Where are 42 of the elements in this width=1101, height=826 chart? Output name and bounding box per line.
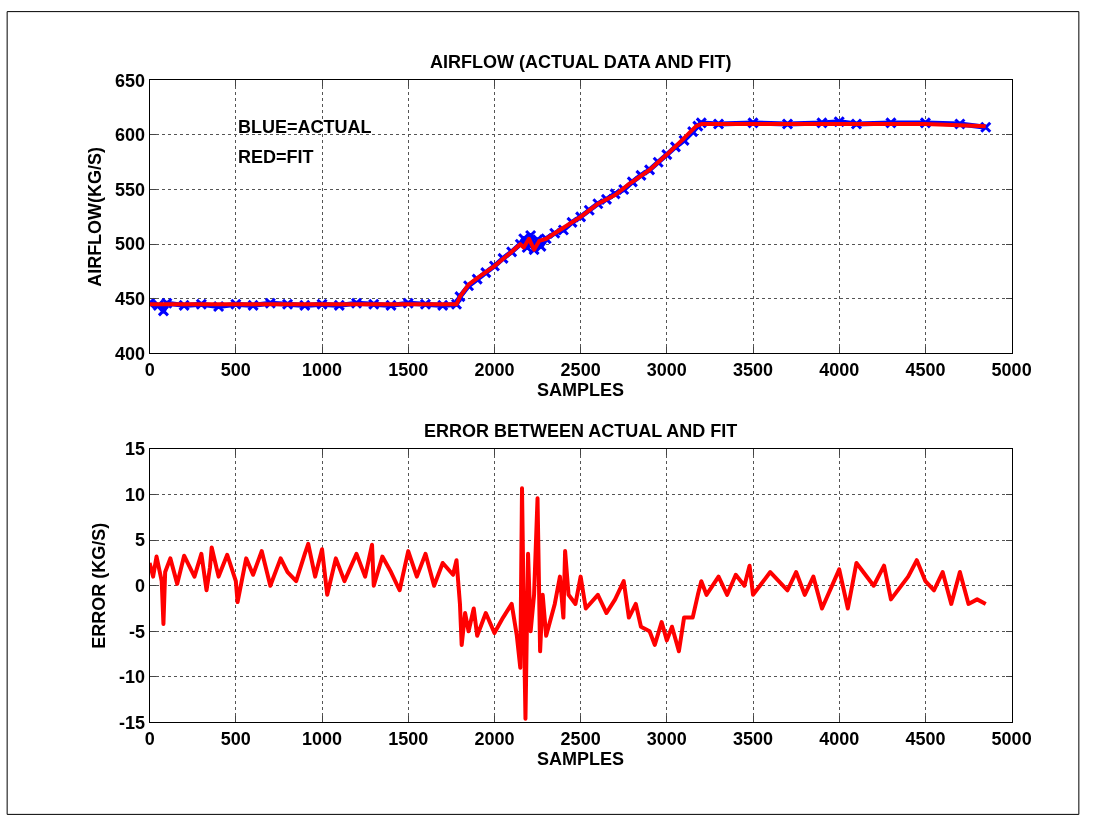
annotation: RED=FIT	[238, 147, 314, 167]
x-tick-label: 500	[220, 360, 251, 381]
x-tick-label: 2000	[474, 360, 515, 381]
y-tick-label: 400	[114, 343, 146, 364]
y-tick-label: -5	[129, 621, 146, 642]
x-tick-label: 2000	[474, 728, 515, 749]
y-tick-label: 5	[135, 530, 146, 551]
x-tick-label: 4000	[819, 728, 860, 749]
x-tick-label: 3000	[646, 728, 687, 749]
x-tick-label: 3500	[733, 728, 774, 749]
y-tick-label: -10	[119, 667, 146, 688]
line-series	[149, 486, 988, 721]
y-tick-label: 600	[114, 125, 146, 146]
annotation: BLUE=ACTUAL	[238, 117, 372, 137]
y-tick-label: 0	[135, 576, 146, 597]
x-tick-label: 3500	[733, 360, 774, 381]
chart-title: AIRFLOW (ACTUAL DATA AND FIT)	[430, 52, 732, 72]
y-axis-title: ERROR (KG/S)	[89, 522, 110, 649]
x-tick-label: 2500	[560, 360, 601, 381]
y-tick-label: 500	[114, 234, 146, 255]
x-tick-label: 1500	[388, 728, 429, 749]
y-tick-label: 450	[114, 289, 146, 310]
x-axis-title: SAMPLES	[537, 380, 625, 401]
y-tick-label: 10	[125, 484, 146, 505]
y-tick-label: -15	[119, 712, 146, 733]
x-tick-label: 3000	[646, 360, 687, 381]
x-tick-label: 1500	[388, 360, 429, 381]
y-tick-label: 550	[114, 179, 146, 200]
x-tick-label: 2500	[560, 728, 601, 749]
y-tick-label: 650	[114, 70, 146, 91]
x-tick-label: 500	[220, 728, 251, 749]
y-axis-title: AIRFLOW(KG/S)	[85, 146, 106, 287]
x-tick-label: 5000	[991, 360, 1032, 381]
x-tick-label: 1000	[302, 360, 343, 381]
x-tick-label: 5000	[991, 728, 1032, 749]
x-tick-label: 4500	[905, 728, 946, 749]
x-axis-title: SAMPLES	[537, 748, 625, 769]
x-tick-label: 4500	[905, 360, 946, 381]
chart-title: ERROR BETWEEN ACTUAL AND FIT	[424, 421, 738, 441]
x-tick-label: 4000	[819, 360, 860, 381]
x-tick-label: 1000	[302, 728, 343, 749]
y-tick-label: 15	[125, 439, 146, 460]
